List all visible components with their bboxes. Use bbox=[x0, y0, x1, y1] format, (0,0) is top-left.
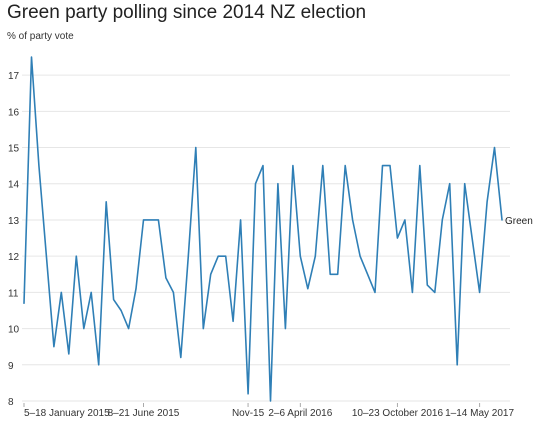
y-tick-label: 13 bbox=[8, 216, 20, 227]
x-tick-label: Nov-15 bbox=[232, 408, 265, 419]
y-tick-label: 17 bbox=[8, 71, 20, 82]
y-tick-label: 10 bbox=[8, 325, 20, 336]
x-tick-label: 5–18 January 2015 bbox=[24, 408, 110, 419]
y-tick-label: 9 bbox=[8, 361, 14, 372]
chart-title: Green party polling since 2014 NZ electi… bbox=[7, 2, 367, 23]
x-tick-label: 2–6 April 2016 bbox=[268, 408, 332, 419]
x-tick-label: 8–21 June 2015 bbox=[108, 408, 180, 419]
series-lines bbox=[23, 56, 503, 402]
y-tick-label: 12 bbox=[8, 252, 20, 263]
y-tick-label: 8 bbox=[8, 397, 14, 408]
series-label: Green bbox=[505, 216, 533, 227]
x-tick-label: 10–23 October 2016 bbox=[352, 408, 444, 419]
y-tick-label: 11 bbox=[8, 288, 19, 299]
y-tick-label: 14 bbox=[8, 180, 20, 191]
y-tick-label: 15 bbox=[8, 144, 20, 155]
x-tick-label: 1–14 May 2017 bbox=[445, 408, 514, 419]
y-tick-label: 16 bbox=[8, 107, 20, 118]
series-line-green bbox=[23, 56, 503, 402]
y-tick-labels: 8 9 10 11 12 13 14 15 16 17 bbox=[8, 71, 20, 408]
series-labels: Green bbox=[505, 216, 533, 227]
y-axis-label: % of party vote bbox=[7, 31, 74, 42]
